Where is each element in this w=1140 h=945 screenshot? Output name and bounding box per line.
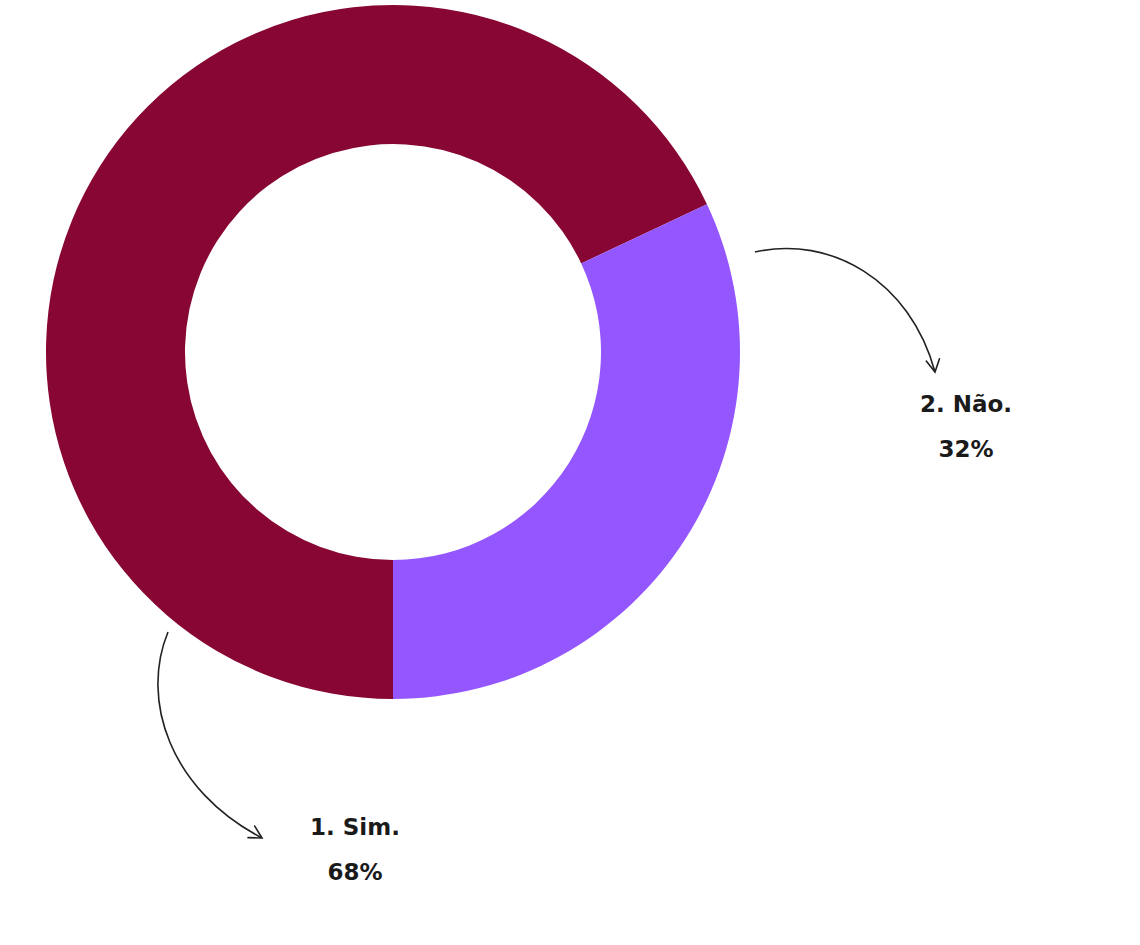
- svg-text:68%: 68%: [327, 859, 382, 885]
- svg-text:1. Sim.: 1. Sim.: [310, 814, 400, 840]
- svg-text:2. Não.: 2. Não.: [920, 391, 1012, 417]
- svg-text:32%: 32%: [938, 436, 993, 462]
